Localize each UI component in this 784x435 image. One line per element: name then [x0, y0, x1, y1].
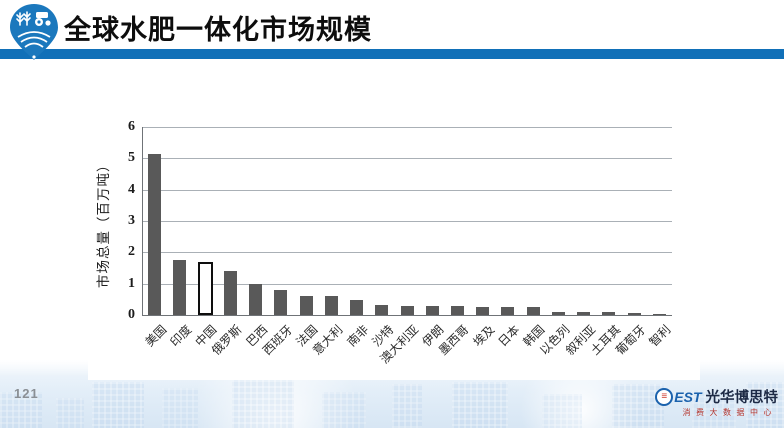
header-accent-bar — [0, 49, 784, 59]
gridline — [142, 189, 672, 191]
gridline — [142, 221, 672, 222]
building-decor — [452, 382, 508, 428]
y-axis-title: 市场总量（百万吨） — [96, 157, 111, 289]
y-axis-line — [142, 127, 143, 315]
page-title: 全球水肥一体化市场规模 — [64, 15, 372, 45]
bar-法国 — [299, 296, 313, 315]
agriculture-pin-logo-icon — [10, 4, 58, 60]
bar-埃及 — [476, 307, 490, 315]
bar-美国 — [148, 154, 162, 315]
best-logo-tagline: 消费大数据中心 — [682, 408, 777, 417]
x-axis-label-美国: 美国 — [142, 322, 169, 350]
header — [0, 0, 784, 49]
gridline — [142, 252, 672, 254]
bar-澳大利亚 — [400, 306, 414, 315]
building-decor — [692, 390, 736, 428]
bar-沙特 — [375, 305, 389, 315]
best-logo-b-icon: ≡ — [655, 387, 674, 406]
bar-南非 — [350, 300, 364, 315]
bar-印度 — [173, 260, 187, 315]
x-axis-label-南非: 南非 — [343, 322, 371, 350]
y-axis-tick-label: 5 — [128, 150, 135, 166]
bar-highlighted-中国 — [197, 262, 213, 315]
building-decor — [56, 398, 84, 428]
y-axis-tick-label: 6 — [128, 119, 135, 135]
bottom-strip — [0, 428, 784, 435]
y-axis-tick-label: 0 — [128, 307, 135, 322]
bar-叙利亚 — [577, 312, 591, 315]
x-axis-label-智利: 智利 — [646, 322, 674, 350]
bar-葡萄牙 — [627, 313, 641, 315]
gridline — [142, 127, 672, 129]
building-decor — [542, 394, 582, 428]
bar-chart: 0 1 2 3 4 5 6 市场总量（百万吨） 美国 印度 中国 俄罗斯 巴西 西班牙 法国 意大利 南非 沙特澳… — [95, 110, 695, 378]
x-axis-label-埃及: 埃及 — [470, 322, 498, 350]
bar-土耳其 — [602, 312, 616, 315]
building-decor — [232, 380, 294, 428]
y-axis-tick-label: 4 — [128, 181, 135, 197]
gridline — [142, 283, 672, 285]
building-decor — [392, 384, 422, 428]
bar-日本 — [501, 307, 515, 315]
building-decor — [746, 382, 784, 428]
building-decor — [322, 392, 366, 428]
building-decor — [0, 392, 42, 428]
building-decor — [162, 388, 198, 428]
page-number: 121 — [14, 386, 39, 401]
y-axis-tick-label: 2 — [128, 244, 135, 260]
y-axis-tick-label: 3 — [128, 213, 135, 228]
bar-西班牙 — [274, 290, 288, 315]
best-logo: ≡ EST 光华博思特 消费大数据中心 — [655, 387, 779, 418]
bar-意大利 — [324, 296, 338, 315]
bar-巴西 — [249, 284, 263, 315]
x-axis-label-印度: 印度 — [167, 322, 195, 350]
bar-韩国 — [526, 307, 540, 315]
building-decor — [92, 382, 144, 428]
bar-墨西哥 — [450, 306, 464, 315]
bar-俄罗斯 — [223, 271, 237, 315]
x-axis-label-日本: 日本 — [495, 322, 523, 350]
bar-伊朗 — [425, 306, 439, 315]
best-logo-name: 光华博思特 — [705, 390, 779, 406]
best-logo-est: EST — [674, 388, 702, 405]
gridline — [142, 158, 672, 160]
bar-智利 — [652, 314, 666, 315]
y-axis-tick-label: 1 — [128, 275, 135, 291]
x-axis-line — [142, 315, 672, 316]
bar-以色列 — [551, 312, 565, 315]
